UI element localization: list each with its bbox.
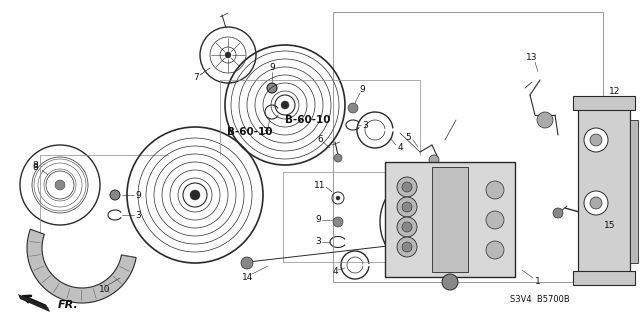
Bar [578,108,630,273]
Text: 9: 9 [359,85,365,94]
Circle shape [281,101,289,109]
Text: 13: 13 [526,54,538,63]
Bar [573,271,635,285]
Circle shape [397,177,417,197]
Circle shape [553,208,563,218]
Text: 3: 3 [262,128,268,137]
Circle shape [267,83,277,93]
Text: B-60-10: B-60-10 [227,127,273,137]
Circle shape [424,216,436,228]
Circle shape [190,190,200,200]
Circle shape [397,197,417,217]
Text: 5: 5 [405,133,411,143]
Text: 10: 10 [99,286,111,294]
Circle shape [486,181,504,199]
Text: 7: 7 [193,73,199,83]
Text: 9: 9 [269,63,275,72]
Text: 8: 8 [32,164,38,173]
Text: 9: 9 [135,190,141,199]
Text: FR.: FR. [58,300,78,310]
Text: 15: 15 [604,220,616,229]
Bar [450,264,466,276]
Text: 2: 2 [502,167,508,176]
Circle shape [241,257,253,269]
Text: 12: 12 [609,87,621,97]
Circle shape [590,197,602,209]
Circle shape [334,154,342,162]
Text: B-60-10: B-60-10 [285,115,330,125]
Bar [630,120,638,263]
Circle shape [55,180,65,190]
Text: 3: 3 [315,238,321,247]
Circle shape [429,155,439,165]
Text: 3: 3 [362,121,368,130]
Text: 9: 9 [315,216,321,225]
Circle shape [537,112,553,128]
Circle shape [397,237,417,257]
Circle shape [402,202,412,212]
Text: 3: 3 [135,211,141,219]
Text: 6: 6 [317,136,323,145]
Circle shape [442,274,458,290]
Circle shape [584,128,608,152]
Text: 4: 4 [397,144,403,152]
Circle shape [333,217,343,227]
Circle shape [336,196,340,200]
Text: S3V4  B5700B: S3V4 B5700B [510,295,570,305]
Circle shape [590,134,602,146]
Text: 8: 8 [32,160,38,169]
Text: 1: 1 [535,278,541,286]
Circle shape [486,211,504,229]
Circle shape [225,52,231,58]
Circle shape [584,191,608,215]
Text: 4: 4 [332,268,338,277]
Circle shape [348,103,358,113]
Polygon shape [27,229,136,303]
Circle shape [402,182,412,192]
Text: 11: 11 [314,181,326,189]
Circle shape [402,222,412,232]
Circle shape [402,242,412,252]
Text: 14: 14 [243,273,253,283]
Bar [432,167,468,272]
Bar [333,12,603,282]
Circle shape [397,217,417,237]
Bar [573,96,635,110]
Bar [385,162,515,277]
Circle shape [486,241,504,259]
Polygon shape [18,294,50,312]
Circle shape [110,190,120,200]
